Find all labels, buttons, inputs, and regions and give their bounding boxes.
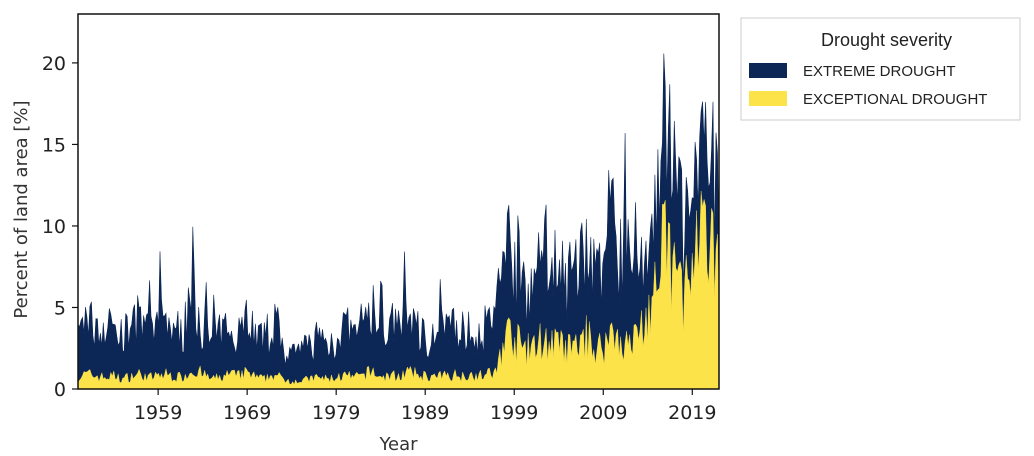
x-tick-label: 1979 — [312, 402, 360, 424]
series-extreme-drought-area — [78, 53, 719, 389]
x-tick-label: 1969 — [223, 402, 271, 424]
plot-area — [78, 53, 719, 389]
legend-box — [740, 17, 1021, 121]
x-tick-label: 1989 — [401, 402, 449, 424]
legend-entry-extreme: EXTREME DROUGHT — [803, 63, 956, 80]
y-axis: 0 5 10 15 20 — [42, 53, 78, 401]
x-tick-label: 1959 — [134, 402, 182, 424]
x-tick-label: 2019 — [668, 402, 716, 424]
series-exceptional-drought-area — [78, 190, 719, 389]
x-tick-label: 2009 — [579, 402, 627, 424]
y-tick-label: 15 — [42, 134, 66, 156]
y-tick-label: 5 — [54, 297, 66, 319]
y-tick-label: 20 — [42, 53, 66, 75]
legend-title: Drought severity — [821, 30, 952, 50]
x-axis-label: Year — [378, 434, 418, 455]
legend: Drought severity EXTREME DROUGHT EXCEPTI… — [740, 17, 1021, 121]
legend-swatch-exceptional — [749, 91, 787, 106]
legend-entry-exceptional: EXCEPTIONAL DROUGHT — [803, 91, 987, 108]
plot-frame — [77, 13, 720, 390]
x-axis: 1959 1969 1979 1989 1999 2009 2019 — [134, 389, 716, 424]
y-tick-label: 0 — [54, 379, 66, 401]
y-tick-label: 10 — [42, 216, 66, 238]
y-axis-label: Percent of land area [%] — [11, 100, 32, 318]
x-tick-label: 1999 — [490, 402, 538, 424]
legend-swatch-extreme — [749, 63, 787, 78]
